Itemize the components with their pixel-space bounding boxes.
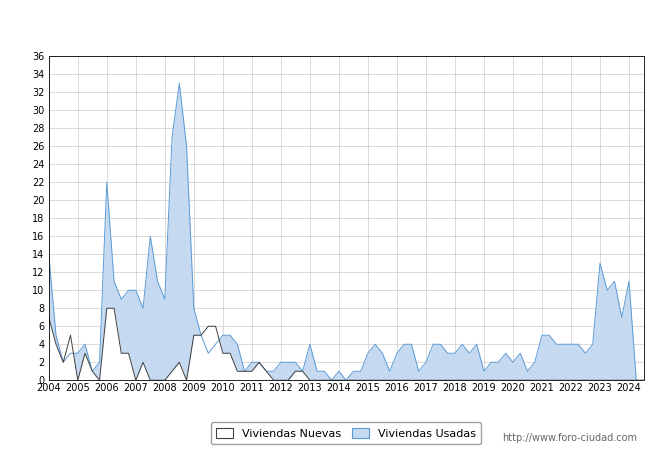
Legend: Viviendas Nuevas, Viviendas Usadas: Viviendas Nuevas, Viviendas Usadas — [211, 423, 482, 444]
Text: http://www.foro-ciudad.com: http://www.foro-ciudad.com — [502, 433, 637, 443]
Text: Santa Olalla del Cala - Evolucion del Nº de Transacciones Inmobiliarias: Santa Olalla del Cala - Evolucion del Nº… — [90, 23, 560, 36]
